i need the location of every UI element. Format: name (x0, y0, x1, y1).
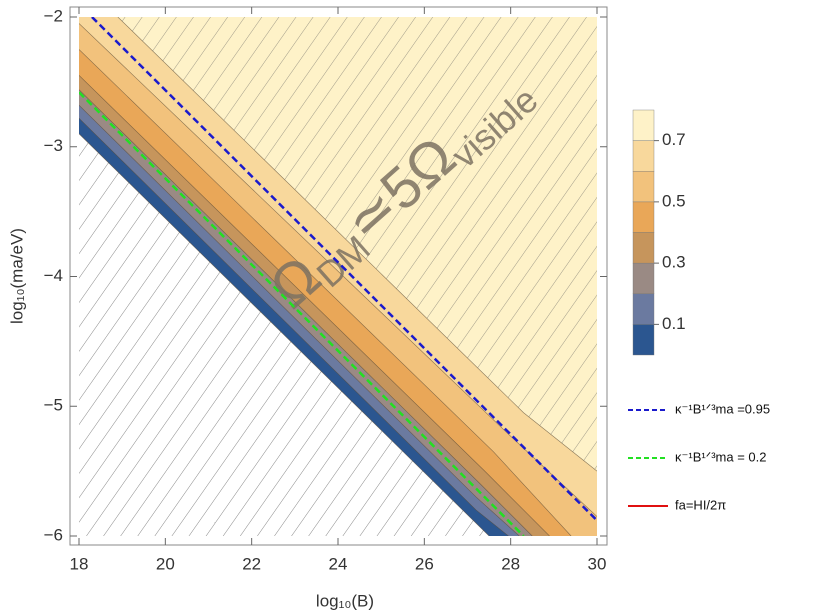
x-tick-label: 24 (329, 554, 348, 573)
x-tick-label: 26 (415, 554, 434, 573)
axes: 18 20 22 24 26 28 30 −6 −5 −4 −3 −2 (44, 6, 607, 573)
colorbar-band (632, 262, 655, 294)
series-line (91, 17, 597, 522)
y-tick-label: −5 (44, 396, 63, 415)
colorbar-band (632, 293, 655, 325)
y-tick-label: −3 (44, 136, 63, 155)
x-tick-label: 28 (501, 554, 520, 573)
colorbar-tick-label: 0.3 (662, 253, 686, 272)
colorbar-band (632, 171, 655, 203)
colorbar-band (632, 109, 655, 141)
contour-line (79, 23, 597, 517)
y-axis-label: log₁₀(ma/eV) (7, 228, 26, 324)
legend-label: κ⁻¹B¹ᐟ³ma = 0.2 (675, 449, 766, 464)
x-tick-label: 30 (588, 554, 607, 573)
colorbar-band (632, 232, 655, 264)
y-tick-label: −2 (44, 6, 63, 25)
x-tick-label: 18 (70, 554, 89, 573)
colorbar-band (632, 201, 655, 233)
legend-label: fa=HI/2π (675, 497, 726, 512)
colorbar-tick-label: 0.5 (662, 191, 686, 210)
colorbar-band (632, 324, 655, 356)
plot-area: ΩDM≃5Ωvisible (79, 17, 597, 536)
y-tick-label: −6 (44, 525, 63, 544)
contour-line (79, 105, 520, 536)
contour-line (117, 17, 597, 472)
contour-line (79, 49, 572, 536)
y-tick-label: −4 (44, 266, 63, 285)
contour-line (79, 75, 550, 536)
x-axis-label: log₁₀(B) (316, 591, 374, 610)
contour-line (79, 117, 509, 536)
x-tick-label: 20 (156, 554, 175, 573)
contour-line (79, 133, 490, 536)
colorbar-tick-label: 0.1 (662, 314, 686, 333)
colorbar-tick-label: 0.7 (662, 130, 686, 149)
colorbar-band (632, 140, 655, 172)
contour-line (79, 89, 533, 536)
series-line (79, 91, 525, 536)
hatch (117, 17, 597, 472)
x-tick-label: 22 (242, 554, 261, 573)
legend-label: κ⁻¹B¹ᐟ³ma =0.95 (675, 401, 770, 416)
